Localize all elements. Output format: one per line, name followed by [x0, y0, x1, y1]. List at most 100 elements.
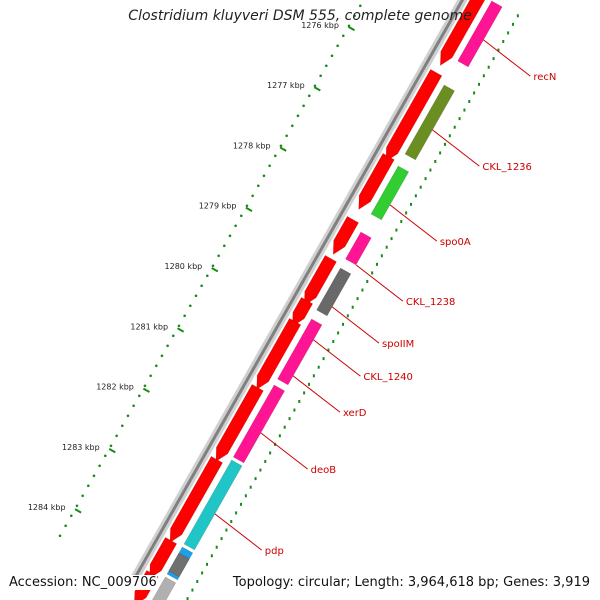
- inner-tick: [269, 451, 272, 455]
- inner-tick: [351, 305, 354, 309]
- inner-tick: [458, 117, 461, 121]
- minor-tick: [251, 194, 254, 198]
- inner-tick: [400, 219, 403, 223]
- minor-tick: [149, 374, 152, 378]
- leader-line: [331, 306, 380, 344]
- minor-tick: [324, 64, 328, 68]
- inner-tick: [244, 494, 247, 498]
- major-tick: [142, 387, 150, 393]
- cds-arrow: [256, 317, 302, 390]
- inner-tick: [453, 125, 456, 129]
- gene-feature: [457, 0, 503, 68]
- inner-tick: [215, 545, 218, 549]
- inner-tick: [361, 288, 364, 292]
- minor-tick: [290, 124, 294, 128]
- minor-tick: [313, 84, 317, 88]
- inner-tick: [429, 168, 432, 172]
- inner-tick: [439, 151, 442, 155]
- minor-tick: [154, 364, 158, 368]
- minor-tick: [177, 324, 181, 328]
- inner-tick: [235, 511, 238, 515]
- inner-tick: [346, 314, 349, 318]
- minor-tick: [86, 484, 90, 488]
- inner-tick: [492, 57, 495, 61]
- inner-tick: [497, 48, 500, 52]
- minor-tick: [137, 394, 141, 398]
- minor-tick: [330, 54, 334, 58]
- inner-tick: [298, 399, 301, 403]
- leader-line: [389, 204, 438, 242]
- inner-tick: [259, 468, 262, 472]
- inner-tick: [283, 425, 286, 429]
- kbp-tick-label: 1281 kbp: [130, 322, 168, 331]
- cds-arrow: [358, 152, 395, 210]
- gene-label: pdp: [265, 546, 284, 557]
- minor-tick: [81, 494, 84, 498]
- inner-tick: [220, 537, 223, 541]
- gene-label: CKL_1238: [406, 297, 456, 308]
- minor-tick: [217, 254, 220, 258]
- inner-tick: [424, 177, 427, 181]
- minor-tick: [228, 234, 232, 238]
- inner-tick: [434, 159, 437, 163]
- gene-feature: [277, 318, 323, 386]
- cds-arrow: [332, 215, 359, 255]
- inner-tick: [191, 588, 194, 592]
- gene-label: CKL_1236: [482, 162, 532, 173]
- gene-feature: [183, 459, 243, 551]
- inner-tick: [482, 74, 485, 78]
- inner-tick: [230, 519, 233, 523]
- major-tick: [313, 86, 321, 92]
- minor-tick: [98, 464, 101, 468]
- minor-tick: [268, 164, 271, 168]
- inner-tick: [322, 357, 325, 361]
- minor-tick: [126, 414, 130, 418]
- accession-text: Accession: NC_009706: [9, 575, 157, 590]
- minor-tick: [307, 94, 311, 98]
- minor-tick: [319, 74, 322, 78]
- gene-feature: [404, 84, 455, 161]
- minor-tick: [75, 504, 79, 508]
- inner-tick: [395, 228, 398, 232]
- minor-tick: [256, 184, 260, 188]
- leader-line: [483, 39, 531, 77]
- minor-tick: [132, 404, 135, 408]
- inner-tick: [516, 14, 519, 18]
- gene-feature: [345, 231, 372, 266]
- inner-tick: [409, 202, 412, 206]
- major-tick: [108, 447, 116, 454]
- gene-label: deoB: [311, 465, 337, 476]
- inner-tick: [385, 245, 388, 249]
- gene-feature: [232, 384, 285, 464]
- major-tick: [279, 146, 287, 152]
- inner-tick: [264, 459, 267, 463]
- inner-tick: [487, 65, 490, 69]
- inner-tick: [205, 562, 208, 566]
- minor-tick: [285, 134, 288, 138]
- inner-tick: [443, 142, 446, 146]
- inner-tick: [356, 297, 359, 301]
- gene-feature: [316, 267, 352, 317]
- minor-tick: [58, 534, 62, 538]
- inner-tick: [303, 391, 306, 395]
- inner-tick: [463, 108, 466, 112]
- minor-tick: [103, 454, 107, 458]
- inner-tick: [293, 408, 296, 412]
- minor-tick: [302, 104, 305, 108]
- inner-tick: [249, 485, 252, 489]
- minor-tick: [336, 44, 339, 48]
- gene-label: spoIIM: [382, 339, 414, 350]
- minor-tick: [353, 14, 356, 18]
- cds-arrow: [169, 455, 223, 543]
- kbp-tick-label: 1284 kbp: [28, 503, 66, 512]
- minor-tick: [183, 314, 186, 318]
- inner-tick: [239, 502, 242, 506]
- backbone-ring: [127, 0, 465, 589]
- gene-label: recN: [533, 72, 556, 83]
- kbp-tick-label: 1279 kbp: [199, 202, 237, 211]
- inner-tick: [448, 134, 451, 138]
- inner-tick: [210, 554, 213, 558]
- gene-label: xerD: [343, 408, 367, 419]
- inner-tick: [380, 254, 383, 258]
- gene-feature: [168, 552, 190, 578]
